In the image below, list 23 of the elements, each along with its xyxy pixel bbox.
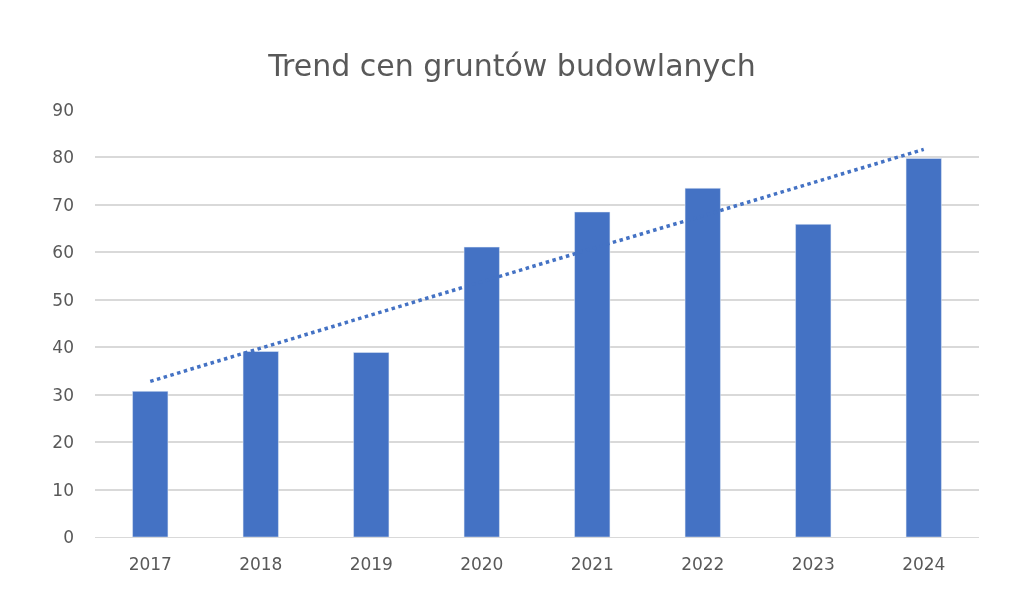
x-tick-label: 2017 [128, 554, 172, 575]
bar [353, 352, 390, 537]
x-tick-label: 2018 [239, 554, 283, 575]
y-tick-label: 60 [52, 242, 74, 263]
x-tick-label: 2021 [570, 554, 614, 575]
y-tick-label: 10 [52, 479, 74, 500]
y-tick-label: 90 [52, 99, 74, 120]
y-tick-label: 80 [52, 147, 74, 168]
x-tick-label: 2020 [460, 554, 504, 575]
y-tick-label: 0 [63, 526, 74, 547]
x-tick-label: 2019 [349, 554, 393, 575]
y-tick-label: 30 [52, 384, 74, 405]
bar [132, 391, 169, 537]
bar [795, 224, 832, 537]
y-tick-label: 70 [52, 194, 74, 215]
y-tick-label: 40 [52, 337, 74, 358]
bar [905, 158, 942, 537]
x-tick-label: 2024 [902, 554, 946, 575]
x-tick-label: 2023 [791, 554, 835, 575]
y-tick-label: 20 [52, 432, 74, 453]
y-tick-label: 50 [52, 289, 74, 310]
chart-title: Trend cen gruntów budowlanych [267, 48, 756, 84]
x-tick-label: 2022 [681, 554, 725, 575]
